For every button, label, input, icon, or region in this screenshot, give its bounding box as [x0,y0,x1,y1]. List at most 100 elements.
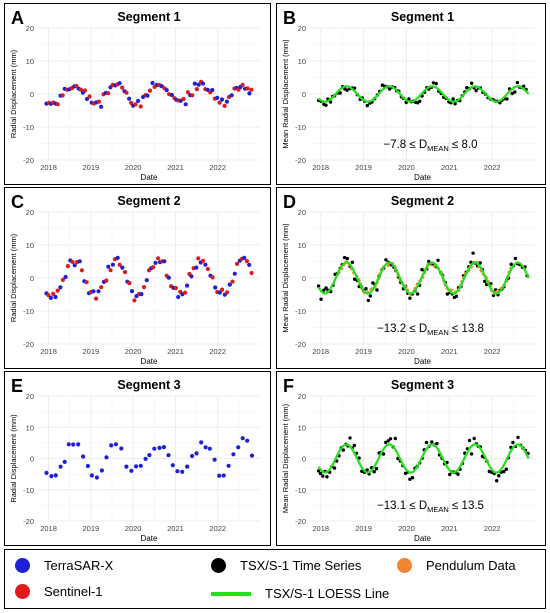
tsx-s1-point [436,258,440,262]
tsx-s1-point [321,474,325,478]
tsx-s1-marker [211,558,226,573]
x-axis-label: Date [141,173,158,182]
tsx-s1-point [469,81,474,85]
terrasar-point [245,438,250,443]
y-tick-label: -20 [295,340,306,349]
panel-letter: E [11,376,23,396]
terrasar-point [215,95,220,100]
terrasar-point [44,470,49,475]
terrasar-point [247,91,252,96]
chart-f: F Segment 3 -20 -10 0 10 20 2018 2019 2020 2021 202… [281,376,535,543]
terrasar-point [53,473,58,478]
x-tick-label: 2022 [209,347,226,356]
sentinel-point [96,99,101,104]
tsx-s1-point [465,86,469,90]
terrasar-point [119,446,124,451]
tsx-s1-point [424,440,429,445]
terrasar-point [199,440,204,445]
tsx-s1-point [316,469,321,473]
tsx-s1-point [495,479,499,483]
tsx-s1-point [408,477,412,481]
chart-c: C Segment 2 -20 -10 0 10 20 2018 2019 2020 2021 202… [9,192,260,366]
terrasar-point [58,285,63,290]
x-tick-label: 2019 [83,163,100,172]
terrasar-point [161,445,166,450]
terrasar-point [249,453,255,458]
x-tick-label: 2018 [40,163,57,172]
legend-item-sentinel: Sentinel-1 [15,584,103,599]
y-tick-label: 20 [298,392,306,401]
chart-title: Segment 2 [391,194,454,208]
tsx-s1-point [513,90,517,94]
sentinel-point [225,290,230,295]
tsx-s1-point [448,472,452,477]
terrasar-point [89,473,94,478]
sentinel-point [222,103,227,108]
tsx-s1-point [430,440,434,444]
tsx-s1-point [502,469,506,474]
legend-item-terrasar: TerraSAR-X [15,558,113,573]
y-tick-label: 10 [298,423,306,432]
x-tick-label: 2019 [83,524,100,533]
y-axis-label: Radial Displacement (mm) [9,49,18,138]
tsx-s1-point [368,294,372,298]
range-annotation: −13.1 ≤ DMEAN ≤ 13.5 [377,500,484,514]
loess-line [317,443,530,474]
sentinel-point [132,298,137,303]
sentinel-point [210,275,215,280]
x-tick-label: 2022 [209,163,226,172]
sentinel-point [151,265,156,270]
tsx-s1-point [318,471,323,476]
legend: TerraSAR-X TSX/S-1 Time Series Pendulum … [4,549,546,609]
y-axis-label: Mean Radial Displacement (mm) [281,223,290,333]
terrasar-point [200,81,206,86]
x-tick-label: 2021 [167,163,184,172]
annotation-post: ≤ 13.5 [449,500,484,512]
panel-f: F Segment 3 -20 -10 0 10 20 2018 2019 2020 2021 202… [276,371,546,546]
terrasar-point [138,463,143,468]
x-tick-label: 2022 [484,347,501,356]
tsx-s1-point [407,97,411,101]
tsx-s1-point [374,467,379,471]
annotation-sub: MEAN [427,505,449,514]
annotation-pre: −7.8 ≤ D [383,139,427,151]
terrasar-point [170,463,175,468]
terrasar-point [194,265,199,270]
terrasar-point [94,475,99,480]
terrasar-point [232,271,237,276]
terrasar-point [196,82,201,87]
terrasar-point [190,453,195,459]
annotation-post: ≤ 13.8 [449,323,484,335]
terrasar-point [219,97,225,102]
terrasar-point [226,463,231,468]
sentinel-point [173,285,178,291]
y-tick-label: 0 [302,274,306,283]
terrasar-point [72,263,77,268]
x-axis-label: Date [141,534,158,543]
terrasar-point [162,259,167,264]
chart-title: Segment 1 [117,10,180,24]
x-tick-label: 2019 [355,347,372,356]
y-tick-label: 20 [298,24,306,33]
tsx-s1-point [348,436,352,440]
tsx-s1-point [364,287,368,291]
sentinel-point [194,87,199,92]
sentinel-point [181,96,186,102]
sentinel-point [122,270,128,275]
sentinel-point [220,287,225,292]
terrasar-point [247,262,252,267]
y-tick-label: 20 [26,208,34,217]
y-tick-label: 0 [302,455,306,464]
terrasar-point [63,274,68,280]
sentinel-point [249,270,254,276]
terrasar-point [157,445,162,450]
y-axis-label: Radial Displacement (mm) [9,414,18,503]
tsx-s1-point [420,267,424,272]
x-tick-label: 2020 [398,163,415,172]
terrasar-point [71,442,76,447]
annotation-post: ≤ 8.0 [449,139,478,151]
legend-label-tsx-s1-series: TSX/S-1 Time Series [240,558,362,573]
sentinel-point [240,82,245,87]
sentinel-point [55,102,60,107]
terrasar-point [217,473,222,478]
